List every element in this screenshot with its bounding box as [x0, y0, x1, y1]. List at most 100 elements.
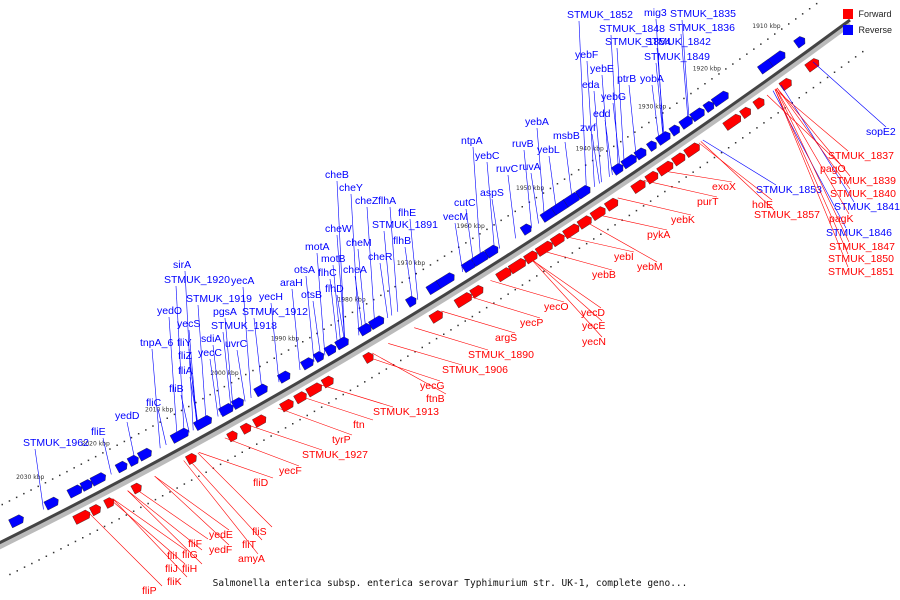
scale-dot: [521, 284, 524, 286]
scale-dot: [500, 219, 502, 222]
scale-dot: [169, 491, 171, 493]
scale-dot: [507, 293, 509, 295]
reverse-gene-label: cheA: [343, 264, 367, 276]
scale-dot: [443, 255, 446, 257]
reverse-gene-connector: [253, 317, 263, 392]
reverse-gene-connector: [404, 246, 414, 303]
scale-dot: [316, 332, 318, 335]
forward-swatch: [843, 9, 854, 19]
gene-block: [534, 240, 553, 257]
reverse-gene-connector: [586, 60, 595, 187]
legend-reverse-label: Reverse: [858, 25, 892, 35]
forward-gene-connector: [538, 249, 613, 271]
scale-dot: [38, 559, 40, 561]
scale-dot: [725, 68, 727, 70]
reverse-gene-label: fliB: [169, 383, 184, 395]
gene-block: [610, 163, 624, 176]
gene-block: [428, 310, 443, 324]
scale-dot: [760, 43, 762, 45]
forward-gene-connector: [583, 220, 658, 263]
scale-dot: [132, 510, 135, 512]
forward-gene-connector: [441, 310, 516, 334]
scale-dot: [627, 136, 629, 138]
scale-dot: [66, 470, 68, 473]
gene-block: [252, 414, 267, 428]
gene-block: [312, 351, 325, 363]
scale-dot: [371, 376, 373, 379]
reverse-gene-connector: [305, 275, 315, 362]
reverse-gene-label: araH: [280, 277, 303, 289]
reverse-gene-label: zwf: [580, 122, 596, 134]
scale-dot: [378, 372, 380, 375]
scale-dot: [80, 463, 83, 465]
kbp-ticks: 1910 kbp 1920 kbp 1930 kbp 1940 kbp 1950 kbp…: [16, 23, 781, 481]
gene-block: [357, 322, 372, 337]
gene-block: [656, 160, 674, 177]
reverse-gene-label: fliY: [177, 337, 192, 349]
scale-dot: [493, 302, 495, 304]
scale-dot: [161, 495, 164, 497]
forward-gene-label: pagK: [829, 213, 854, 225]
gene-block: [89, 504, 101, 517]
reverse-gene-label: yedD: [115, 410, 140, 422]
reverse-gene-connector: [655, 62, 664, 141]
forward-gene-connector: [466, 295, 541, 319]
scale-dot: [599, 155, 601, 157]
forward-gene-label: STMUK_1847: [829, 241, 895, 253]
reverse-gene-label: ruvB: [512, 138, 534, 150]
reverse-gene-label: motA: [305, 241, 330, 253]
scale-dot: [521, 206, 523, 208]
scale-dot: [356, 385, 359, 387]
forward-gene-connector: [528, 255, 603, 338]
scale-dot: [697, 87, 699, 90]
scale-dot: [435, 337, 438, 340]
scale-dot: [241, 451, 243, 453]
scale-dot: [749, 132, 751, 134]
reverse-gene-label: yobA: [640, 73, 664, 85]
scale-dot: [292, 423, 294, 425]
scale-dot: [335, 398, 337, 400]
forward-gene-label: yecO: [544, 301, 569, 313]
forward-gene-label: yedF: [209, 544, 232, 556]
scale-dot: [464, 320, 466, 322]
scale-dot: [514, 210, 516, 213]
scale-dot: [655, 117, 657, 119]
scale-dot: [216, 389, 218, 392]
reverse-gene-label: STMUK_1919: [186, 293, 252, 305]
scale-dot: [564, 256, 566, 259]
scale-dot: [137, 433, 140, 435]
reverse-gene-connector: [366, 206, 376, 326]
scale-dot: [159, 421, 161, 423]
reverse-gene-label: flhC: [318, 267, 337, 279]
scale-dot: [634, 131, 636, 133]
gene-block: [689, 107, 705, 123]
kbp-tick-label: 2000 kbp: [210, 370, 238, 377]
reverse-gene-label: yecC: [198, 347, 222, 359]
scale-dot: [51, 478, 54, 480]
reverse-gene-connector: [604, 119, 613, 175]
gene-block: [646, 140, 657, 152]
scale-dot: [676, 102, 678, 104]
scale-dot: [421, 346, 423, 349]
gene-block: [453, 292, 472, 309]
forward-gene-label: fliD: [253, 477, 269, 489]
reverse-gene-label: fliZ: [178, 350, 193, 362]
reverse-gene-label: STMUK_1848: [599, 23, 665, 35]
scale-dot: [344, 315, 347, 318]
genome-caption: Salmonella enterica subsp. enterica sero…: [212, 578, 688, 589]
reverse-gene-connector: [332, 264, 342, 347]
reverse-gene-connector: [651, 84, 660, 144]
reverse-gene-label: cutC: [454, 197, 476, 209]
scale-dot: [718, 73, 720, 75]
scale-dot: [649, 200, 652, 202]
kbp-tick-label: 1960 kbp: [457, 223, 485, 230]
kbp-tick-label: 2020 kbp: [82, 440, 110, 447]
scale-dot: [570, 173, 573, 176]
forward-gene-label: STMUK_1913: [373, 406, 439, 418]
reverse-gene-connector: [291, 288, 301, 371]
reverse-gene-label: STMUK_1912: [242, 306, 308, 318]
reverse-gene-connector: [812, 61, 887, 128]
scale-dot: [152, 425, 154, 427]
reverse-gene-connector: [472, 146, 481, 261]
scale-dot: [692, 171, 694, 173]
